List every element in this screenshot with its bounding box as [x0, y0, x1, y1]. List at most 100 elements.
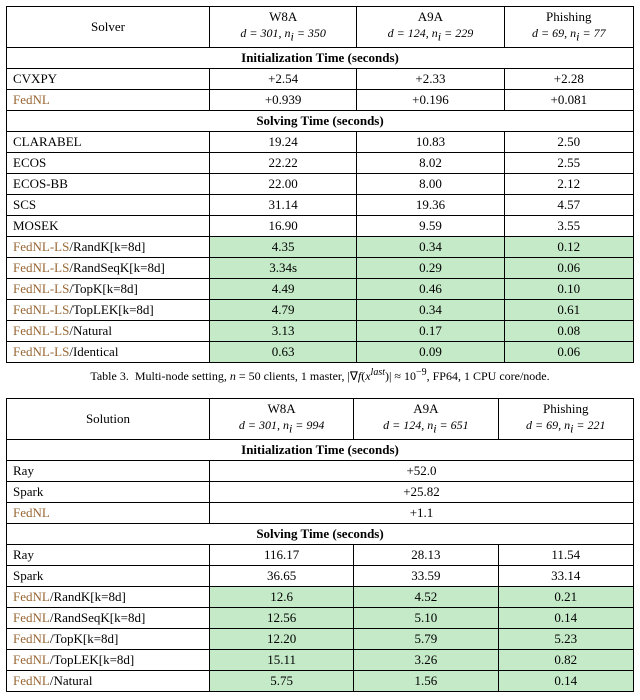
fednl-name: FedNL — [13, 673, 50, 688]
value-cell: 3.13 — [210, 320, 357, 341]
value-cell: 9.59 — [357, 215, 504, 236]
table-3-header: Solver W8A d = 301, ni = 350 A9A d = 124… — [7, 7, 634, 48]
table-row: FedNL-LS/RandSeqK[k=8d]3.34s0.290.06 — [7, 257, 634, 278]
value-cell: 0.12 — [504, 236, 633, 257]
value-cell: +0.081 — [504, 89, 633, 110]
fednl-name: FedNL — [13, 92, 50, 107]
table-row: CVXPY+2.54+2.33+2.28 — [7, 68, 634, 89]
value-cell: 8.00 — [357, 173, 504, 194]
table-row: FedNL+0.939+0.196+0.081 — [7, 89, 634, 110]
value-cell: 0.06 — [504, 341, 633, 362]
solver-cell: SCS — [7, 194, 210, 215]
value-cell: 0.14 — [498, 607, 634, 628]
solver-name: CLARABEL — [13, 134, 82, 149]
table-row: FedNL-LS/TopLEK[k=8d]4.790.340.61 — [7, 299, 634, 320]
table-row: SCS 31.1419.364.57 — [7, 194, 634, 215]
solver-cell: ECOS-BB — [7, 173, 210, 194]
fednl-name: FedNL-LS — [13, 344, 69, 359]
solver-cell: Ray — [7, 544, 210, 565]
fednl-name: FedNL-LS — [13, 323, 69, 338]
solver-cell: FedNL/TopLEK[k=8d] — [7, 649, 210, 670]
solver-cell: FedNL/RandSeqK[k=8d] — [7, 607, 210, 628]
table-row: FedNL-LS/RandK[k=8d]4.350.340.12 — [7, 236, 634, 257]
value-cell-span: +52.0 — [210, 460, 634, 481]
solver-cell: FedNL-LS/TopK[k=8d] — [7, 278, 210, 299]
value-cell: 4.57 — [504, 194, 633, 215]
value-cell: 4.52 — [354, 586, 498, 607]
value-cell: 36.65 — [210, 565, 354, 586]
value-cell: +2.28 — [504, 68, 633, 89]
value-cell: 5.23 — [498, 628, 634, 649]
table-row: FedNL/Natural5.751.560.14 — [7, 670, 634, 691]
value-cell: 22.22 — [210, 152, 357, 173]
solver-cell: FedNL/TopK[k=8d] — [7, 628, 210, 649]
value-cell: 31.14 — [210, 194, 357, 215]
value-cell-span: +1.1 — [210, 502, 634, 523]
value-cell: 0.29 — [357, 257, 504, 278]
table-row: FedNL/RandSeqK[k=8d]12.565.100.14 — [7, 607, 634, 628]
col-phishing-header-2: Phishing d = 69, ni = 221 — [498, 398, 634, 439]
table-row: FedNL/TopLEK[k=8d]15.113.260.82 — [7, 649, 634, 670]
fednl-name: FedNL-LS — [13, 239, 69, 254]
section-solve-time: Solving Time (seconds) — [7, 110, 634, 131]
solver-name: ECOS-BB — [13, 176, 68, 191]
value-cell: +2.54 — [210, 68, 357, 89]
table-3: Solver W8A d = 301, ni = 350 A9A d = 124… — [6, 6, 634, 363]
table-row: Ray116.1728.1311.54 — [7, 544, 634, 565]
value-cell: +0.939 — [210, 89, 357, 110]
value-cell: 4.79 — [210, 299, 357, 320]
value-cell: 0.63 — [210, 341, 357, 362]
value-cell: 0.14 — [498, 670, 634, 691]
fednl-name: FedNL — [13, 652, 50, 667]
value-cell: 0.17 — [357, 320, 504, 341]
fednl-name: FedNL — [13, 610, 50, 625]
table-4: Solution W8A d = 301, ni = 994 A9A d = 1… — [6, 398, 634, 692]
value-cell: 5.79 — [354, 628, 498, 649]
value-cell: 4.49 — [210, 278, 357, 299]
solver-cell: FedNL/Natural — [7, 670, 210, 691]
value-cell: 12.56 — [210, 607, 354, 628]
value-cell: 0.34 — [357, 236, 504, 257]
value-cell: 12.20 — [210, 628, 354, 649]
value-cell-span: +25.82 — [210, 481, 634, 502]
value-cell: 3.55 — [504, 215, 633, 236]
table-row: FedNL/TopK[k=8d]12.205.795.23 — [7, 628, 634, 649]
solver-cell: FedNL-LS/RandK[k=8d] — [7, 236, 210, 257]
solver-cell: FedNL-LS/Natural — [7, 320, 210, 341]
value-cell: 2.12 — [504, 173, 633, 194]
value-cell: 4.35 — [210, 236, 357, 257]
solver-cell: FedNL/RandK[k=8d] — [7, 586, 210, 607]
col-w8a-header: W8A d = 301, ni = 350 — [210, 7, 357, 48]
value-cell: 0.09 — [357, 341, 504, 362]
value-cell: 19.36 — [357, 194, 504, 215]
col-solution-label: Solution — [86, 411, 130, 426]
section-init-time: Initialization Time (seconds) — [7, 47, 634, 68]
value-cell: 0.61 — [504, 299, 633, 320]
fednl-name: FedNL — [13, 505, 50, 520]
solver-cell: FedNL — [7, 89, 210, 110]
value-cell: 0.08 — [504, 320, 633, 341]
value-cell: 22.00 — [210, 173, 357, 194]
value-cell: 15.11 — [210, 649, 354, 670]
table-row: FedNL-LS/Natural3.130.170.08 — [7, 320, 634, 341]
solver-cell: MOSEK — [7, 215, 210, 236]
table-row: FedNL-LS/Identical0.630.090.06 — [7, 341, 634, 362]
fednl-name: FedNL-LS — [13, 260, 69, 275]
value-cell: 5.10 — [354, 607, 498, 628]
table-row: ECOS-BB 22.008.002.12 — [7, 173, 634, 194]
value-cell: 3.34s — [210, 257, 357, 278]
value-cell: +2.33 — [357, 68, 504, 89]
solver-cell: CVXPY — [7, 68, 210, 89]
value-cell: 0.46 — [357, 278, 504, 299]
table-row: CLARABEL19.2410.832.50 — [7, 131, 634, 152]
table-row: Ray+52.0 — [7, 460, 634, 481]
table-row: FedNL/RandK[k=8d]12.64.520.21 — [7, 586, 634, 607]
table-row: FedNL +1.1 — [7, 502, 634, 523]
solver-cell: FedNL-LS/Identical — [7, 341, 210, 362]
solver-name: SCS — [13, 197, 36, 212]
value-cell: 0.34 — [357, 299, 504, 320]
value-cell: 3.26 — [354, 649, 498, 670]
col-solver-label: Solver — [91, 19, 125, 34]
solver-cell: Ray — [7, 460, 210, 481]
fednl-name: FedNL-LS — [13, 281, 69, 296]
